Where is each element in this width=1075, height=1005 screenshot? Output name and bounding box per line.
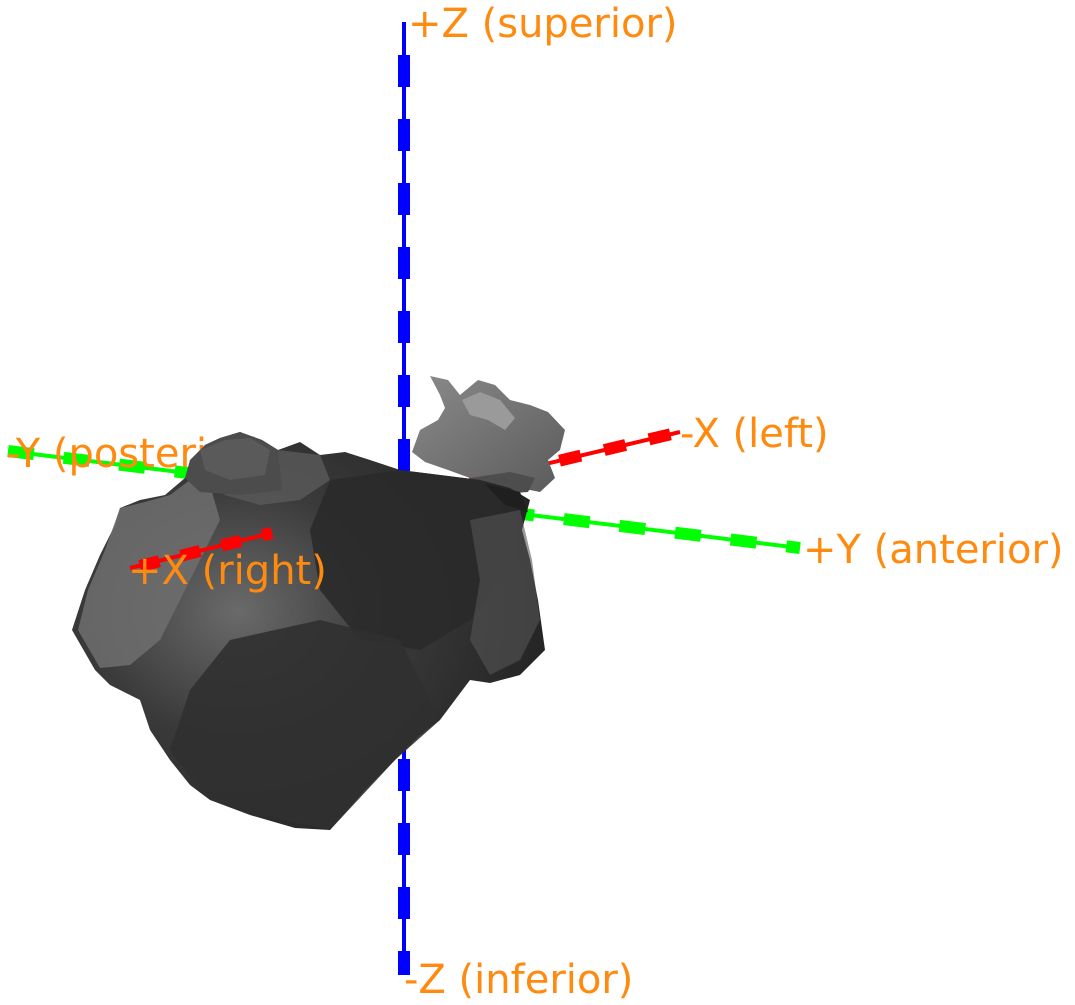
- anatomical-mesh: [72, 432, 545, 830]
- x-axis-front: [129, 527, 274, 572]
- x-positive-label: +X (right): [128, 548, 327, 594]
- x-negative-label: -X (left): [680, 411, 829, 457]
- mesh-fragment: [412, 376, 565, 495]
- y-positive-label: +Y (anterior): [803, 527, 1064, 573]
- z-negative-label: -Z (inferior): [404, 957, 633, 1003]
- mesh-occluder: [185, 432, 282, 495]
- z-positive-label: +Z (superior): [408, 1, 678, 47]
